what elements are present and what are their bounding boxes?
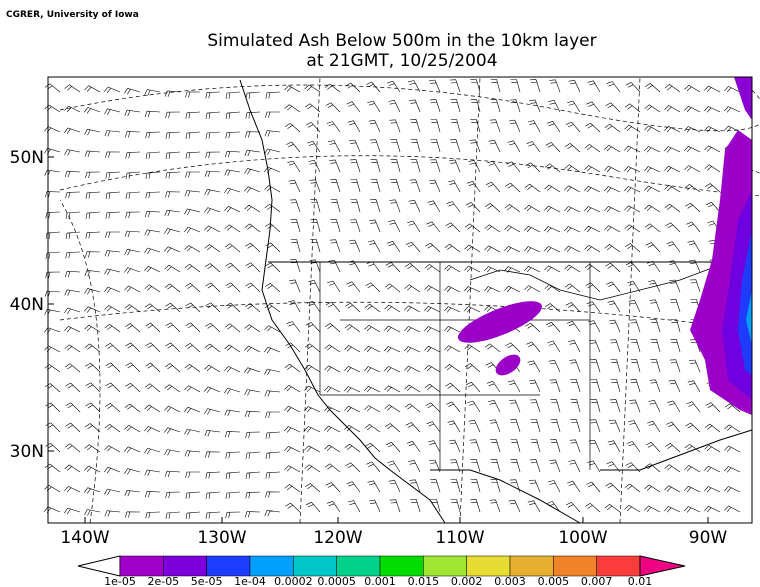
- colorbar-segment: [206, 555, 251, 577]
- colorbar-segment: [119, 555, 164, 577]
- colorbar-segment: [336, 555, 381, 577]
- colorbar-segment: [466, 555, 511, 577]
- colorbar-label: 1e-04: [234, 575, 266, 587]
- colorbar-segment: [293, 555, 337, 577]
- colorbar-segment: [423, 555, 467, 577]
- colorbar-label: 0.015: [408, 575, 440, 587]
- colorbar-label: 1e-05: [104, 575, 136, 587]
- great-lakes: [469, 264, 721, 301]
- lon-label: 140W: [60, 528, 109, 548]
- colorbar-segment: [163, 555, 207, 577]
- title-line-1: Simulated Ash Below 500m in the 10km lay…: [207, 31, 596, 51]
- ash-plume: [746, 290, 752, 345]
- credit: CGRER, University of Iowa: [6, 10, 139, 20]
- ash-plume: [738, 230, 752, 375]
- colorbar-label: 0.002: [451, 575, 483, 587]
- colorbar-over: [639, 555, 686, 577]
- colorbar-label: 0.005: [538, 575, 570, 587]
- ash-plumes: [457, 77, 752, 415]
- colorbar-segment: [553, 555, 597, 577]
- grid-lines: [59, 76, 760, 524]
- lon-label: 90W: [689, 528, 728, 548]
- gulf-coast: [430, 429, 753, 524]
- ash-plume: [495, 354, 521, 376]
- map-frame: [47, 76, 753, 524]
- title-line-2: at 21GMT, 10/25/2004: [306, 51, 497, 71]
- colorbar-label: 0.001: [364, 575, 396, 587]
- lon-label: 120W: [313, 528, 362, 548]
- colorbar-segment: [596, 555, 641, 577]
- lat-label: 30N: [10, 442, 44, 462]
- colorbar-label: 5e-05: [191, 575, 223, 587]
- colorbar-label: 0.003: [494, 575, 526, 587]
- colorbar-under: [77, 555, 121, 577]
- ash-plume: [734, 77, 752, 120]
- state-lines: [319, 262, 591, 470]
- colorbar-label: 0.0002: [274, 575, 313, 587]
- axes: 140W 130W 120W 110W 100W 90W 50N 40N 30N: [10, 148, 728, 548]
- pacific-coast: [239, 79, 446, 524]
- lat-label: 40N: [10, 295, 44, 315]
- colorbar-label: 0.0005: [317, 575, 356, 587]
- colorbar-segment: [509, 555, 554, 577]
- ash-plume: [457, 301, 543, 343]
- boundaries: [59, 76, 760, 524]
- lon-label: 110W: [435, 528, 484, 548]
- colorbar-label: 0.01: [628, 575, 653, 587]
- colorbar-segment: [379, 555, 424, 577]
- colorbar-label: 2e-05: [147, 575, 179, 587]
- colorbar-label: 0.007: [581, 575, 613, 587]
- colorbar: 1e-05 2e-05 5e-05 1e-04 0.0002 0.0005 0.001 0.0…: [77, 555, 686, 587]
- lon-label: 100W: [558, 528, 607, 548]
- map-background: [48, 77, 752, 523]
- map-area: [44, 76, 760, 524]
- colorbar-segment: [249, 555, 294, 577]
- lon-label: 130W: [197, 528, 246, 548]
- lat-label: 50N: [10, 148, 44, 168]
